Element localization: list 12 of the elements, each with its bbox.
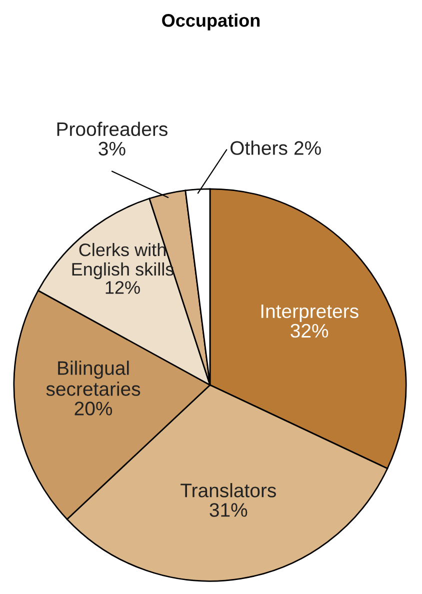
- data-label: 31%: [210, 503, 248, 517]
- slice-label: Others: [230, 140, 288, 155]
- slice-label: Proofreaders: [57, 122, 168, 136]
- data-label: 32%: [290, 324, 328, 338]
- slice-label: Interpreters: [261, 304, 358, 322]
- data-label: 20%: [74, 402, 112, 416]
- data-label: 2%: [294, 141, 321, 155]
- data-label: 3%: [98, 142, 126, 156]
- slice-label: Bilingual secretaries: [46, 360, 140, 396]
- chart-title: Occupation: [162, 14, 260, 30]
- data-label: 12%: [106, 281, 140, 294]
- slice-label: Translators: [180, 483, 276, 498]
